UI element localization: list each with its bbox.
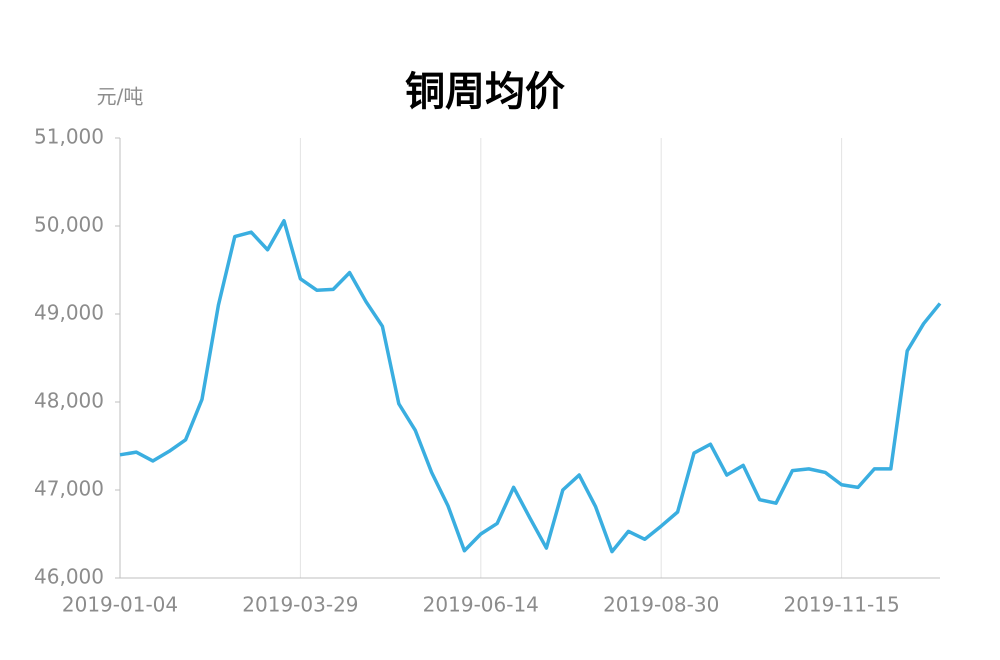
x-tick-label: 2019-11-15 — [783, 593, 899, 617]
x-tick-label: 2019-06-14 — [423, 593, 539, 617]
x-tick-label: 2019-03-29 — [242, 593, 358, 617]
x-tick-label: 2019-08-30 — [603, 593, 719, 617]
y-tick-label: 47,000 — [34, 477, 104, 501]
chart-title: 铜周均价 — [405, 69, 565, 115]
x-tick-label: 2019-01-04 — [62, 593, 178, 617]
y-tick-label: 46,000 — [34, 565, 104, 589]
y-tick-label: 49,000 — [34, 301, 104, 325]
y-tick-label: 51,000 — [34, 125, 104, 149]
y-tick-label: 48,000 — [34, 389, 104, 413]
line-series — [119, 218, 942, 554]
y-tick-label: 50,000 — [34, 213, 104, 237]
y-axis-label: 元/吨 — [97, 85, 144, 109]
